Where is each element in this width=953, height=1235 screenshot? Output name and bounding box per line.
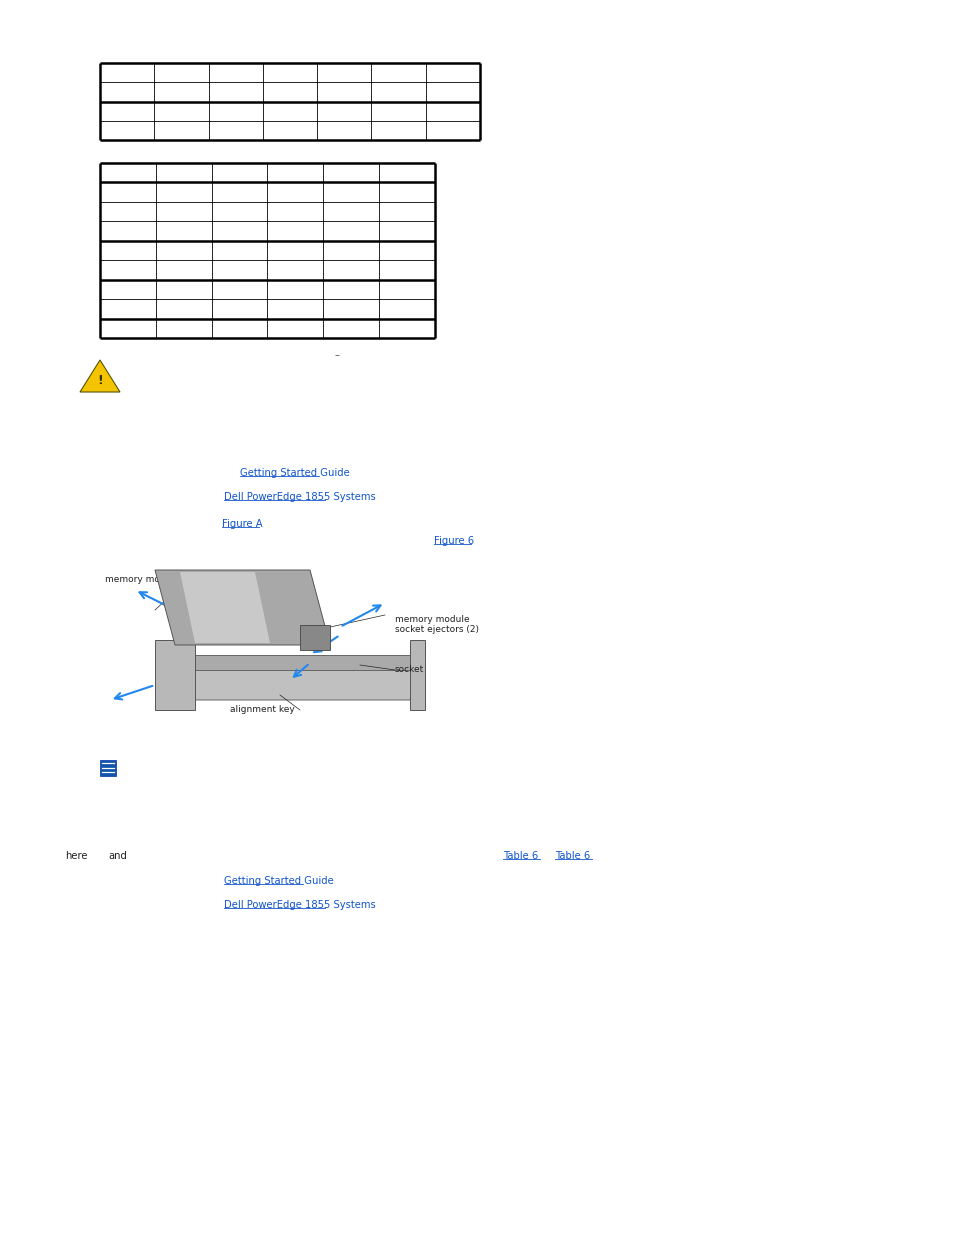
Text: Dell PowerEdge 1855 Systems: Dell PowerEdge 1855 Systems — [224, 492, 375, 501]
Polygon shape — [154, 571, 330, 645]
Polygon shape — [80, 359, 120, 391]
Text: here: here — [65, 851, 88, 861]
Text: Figure A: Figure A — [222, 519, 269, 529]
Polygon shape — [299, 625, 330, 650]
Bar — [100, 760, 116, 776]
Polygon shape — [180, 572, 270, 643]
Text: and: and — [108, 851, 127, 861]
Text: memory module: memory module — [105, 576, 179, 584]
Text: Figure 6: Figure 6 — [434, 536, 480, 546]
Text: –: – — [335, 350, 339, 359]
Polygon shape — [410, 640, 424, 710]
Polygon shape — [154, 640, 194, 710]
Polygon shape — [194, 655, 424, 671]
Text: Getting Started Guide: Getting Started Guide — [224, 876, 334, 885]
Text: Dell PowerEdge 1855 Systems: Dell PowerEdge 1855 Systems — [224, 900, 375, 910]
Text: Table 6: Table 6 — [502, 851, 537, 861]
Text: socket: socket — [395, 664, 424, 674]
Text: !: ! — [97, 374, 103, 388]
Text: memory module
socket ejectors (2): memory module socket ejectors (2) — [395, 615, 478, 635]
Text: Getting Started Guide: Getting Started Guide — [240, 468, 350, 478]
Polygon shape — [180, 671, 424, 700]
Text: alignment key: alignment key — [230, 705, 294, 714]
Text: Table 6: Table 6 — [555, 851, 590, 861]
